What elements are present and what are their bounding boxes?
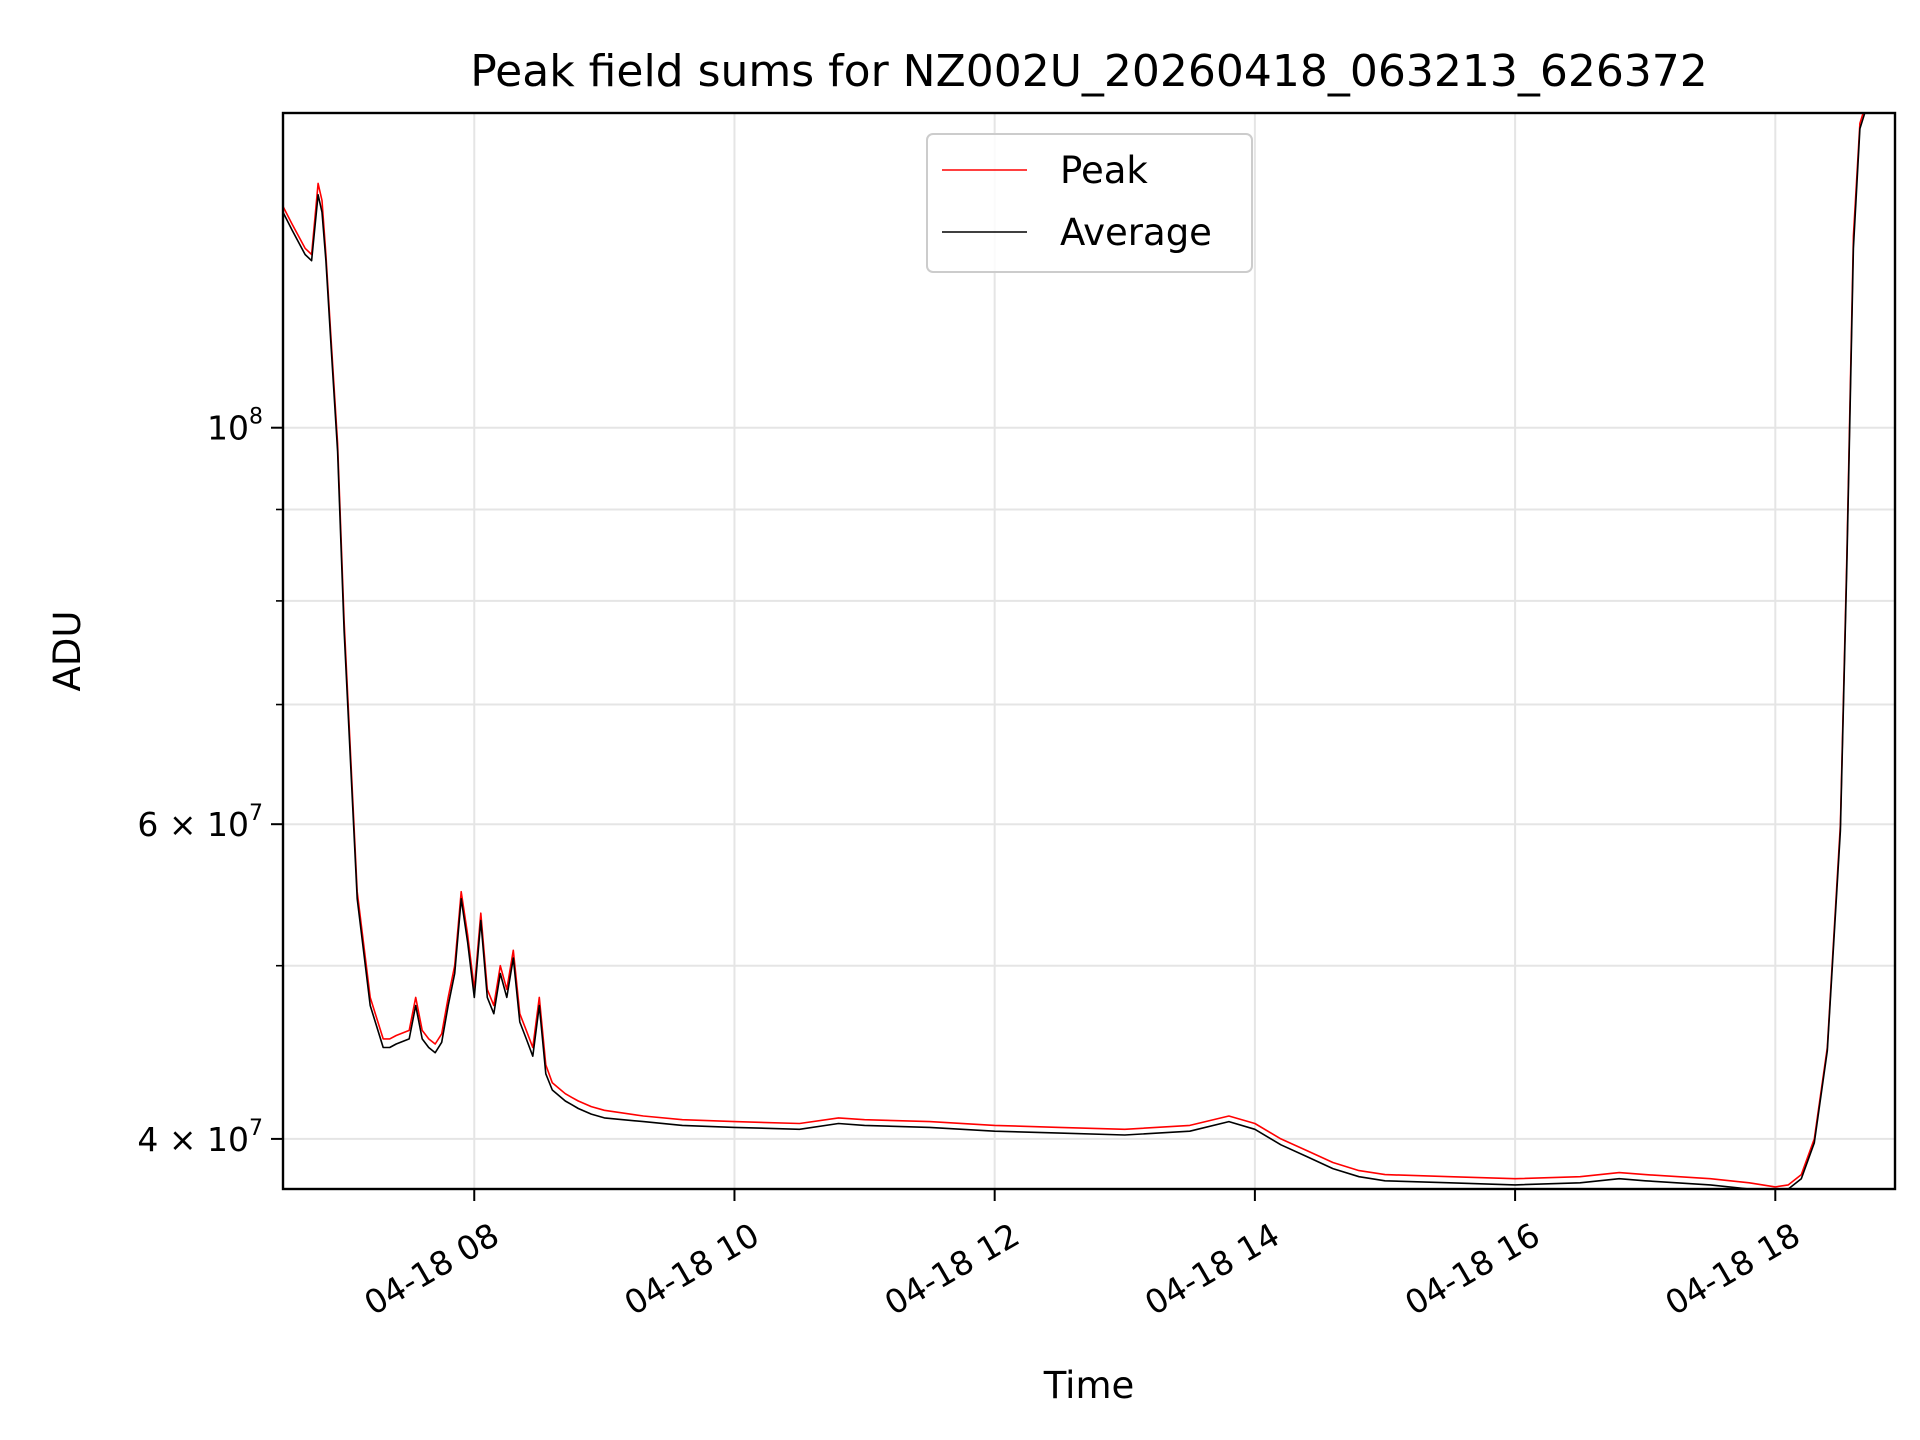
- plot-frame: [281, 111, 1897, 1191]
- x-tick-label: 04-18 18: [1659, 1215, 1807, 1323]
- y-tick-exponent: 7: [249, 801, 263, 826]
- x-tick-label: 04-18 08: [357, 1215, 505, 1323]
- y-tick-label: 108: [207, 405, 263, 448]
- legend-label-average: Average: [1060, 211, 1212, 254]
- y-tick-label: 4 × 107: [137, 1116, 263, 1159]
- x-tick-label: 04-18 12: [878, 1215, 1026, 1323]
- y-tick-mantissa: 10: [207, 409, 249, 448]
- y-tick-mantissa: 4 × 10: [137, 1120, 249, 1159]
- legend-label-peak: Peak: [1060, 149, 1148, 192]
- grid-layer: [283, 113, 1895, 1189]
- y-axis-label: ADU: [46, 611, 89, 692]
- x-tick-label: 04-18 10: [618, 1215, 766, 1323]
- x-tick-label: 04-18 14: [1138, 1215, 1286, 1323]
- y-tick-exponent: 7: [249, 1116, 263, 1141]
- tick-layer: 04-18 08 04-18 10 04-18 12 04-18 14 04-18 16…: [137, 405, 1806, 1323]
- legend-box: [926, 133, 1253, 273]
- x-axis-label: Time: [1043, 1364, 1135, 1407]
- legend: Peak Average: [926, 133, 1253, 273]
- series-line-peak: [283, 113, 1865, 1188]
- plot-layer: [283, 113, 1866, 1189]
- y-tick-mantissa: 6 × 10: [137, 805, 249, 844]
- y-tick-label: 6 × 107: [137, 801, 263, 844]
- chart-title: Peak field sums for NZ002U_20260418_0632…: [470, 46, 1708, 97]
- x-tick-label: 04-18 16: [1398, 1215, 1546, 1323]
- series-line-average: [283, 113, 1866, 1189]
- y-tick-exponent: 8: [249, 405, 263, 430]
